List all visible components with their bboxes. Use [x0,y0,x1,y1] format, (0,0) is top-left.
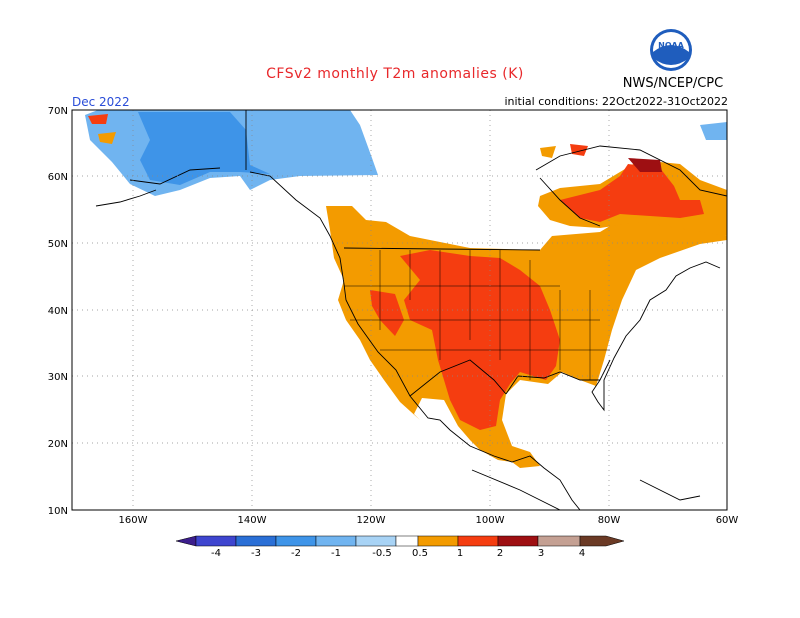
warm-anomaly-small [88,114,108,124]
warm-anomaly-small [540,146,556,158]
noaa-logo-text: NOAA [658,41,684,50]
legend-swatch [275,535,317,547]
legend-swatch [417,535,459,547]
legend-swatch [497,535,539,547]
state-borders [344,250,610,380]
legend-swatch [395,535,419,547]
lon-label: 120W [357,515,386,526]
legend-label: 1 [457,548,463,559]
warm-anomaly-small [98,132,116,144]
lon-label: 80W [598,515,621,526]
legend-label: -3 [251,548,261,559]
graticule [72,110,727,510]
legend-label: 4 [579,548,585,559]
legend-label: 0.5 [412,548,428,559]
warm-anomaly-small [570,144,588,156]
lat-label: 50N [48,239,68,250]
agency-label: NWS/NCEP/CPC [622,76,724,91]
legend-swatch [235,535,277,547]
lon-labels: 160W 140W 120W 100W 80W 60W [119,515,739,526]
lat-label: 20N [48,439,68,450]
initial-conditions: initial conditions: 22Oct2022-31Oct2022 [504,95,728,108]
warm-anomaly-core [370,290,404,336]
map-title: CFSv2 monthly T2m anomalies (K) [266,66,524,82]
legend-swatch [195,535,237,547]
legend-swatch [315,535,357,547]
lon-label: 160W [119,515,148,526]
lat-labels: 70N 60N 50N 40N 30N 20N 10N [48,106,68,517]
legend-arrow-right [579,535,625,547]
legend-swatch [457,535,499,547]
lat-label: 10N [48,506,68,517]
lon-label: 60W [716,515,739,526]
lon-label: 140W [238,515,267,526]
anomaly-fields [85,110,727,468]
legend-label: 3 [538,548,544,559]
lat-label: 60N [48,172,68,183]
cool-anomaly-region [700,122,727,140]
legend-arrow-left [175,535,197,547]
legend-label: -2 [291,548,301,559]
legend-label: 2 [497,548,503,559]
warm-anomaly-extreme [628,158,662,172]
map-frame [71,109,728,511]
lat-label: 40N [48,306,68,317]
warm-anomaly-core [560,164,704,222]
lon-label: 100W [476,515,505,526]
lat-label: 30N [48,372,68,383]
legend-label: -1 [331,548,341,559]
legend-swatch [355,535,397,547]
color-legend: -4 -3 -2 -1 -0.5 0.5 1 2 3 4 [175,535,625,559]
legend-label: -0.5 [372,548,392,559]
coastlines [95,110,727,510]
legend-swatch [537,535,581,547]
noaa-logo: NOAA [650,29,692,71]
valid-month: Dec 2022 [72,95,130,109]
cool-anomaly-core [138,112,270,185]
legend-label: -4 [211,548,221,559]
lat-label: 70N [48,106,68,117]
